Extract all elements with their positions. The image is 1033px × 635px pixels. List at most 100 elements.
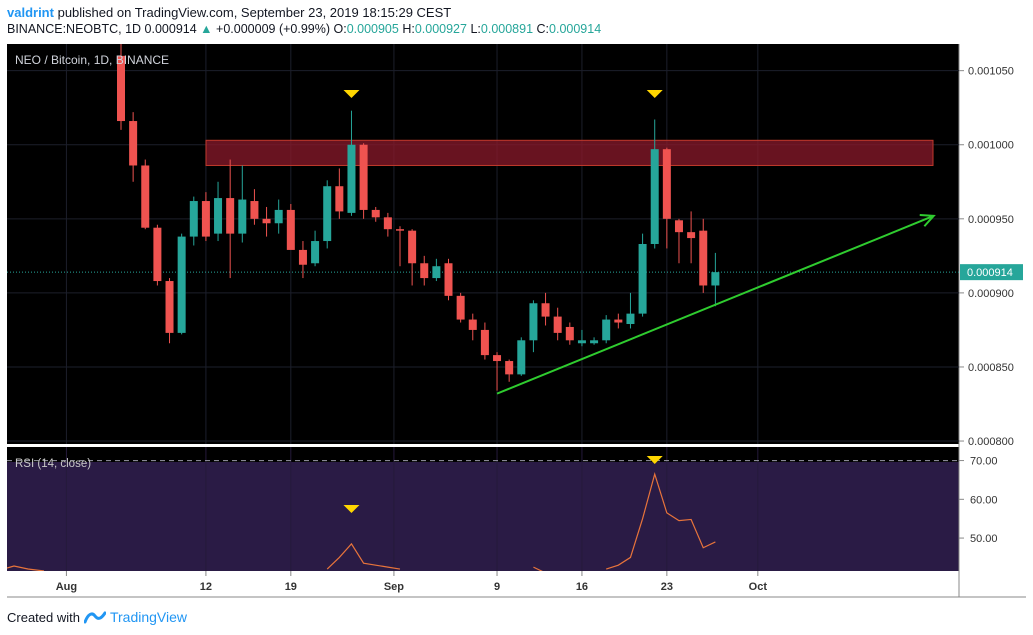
main-pane[interactable] [7,44,959,444]
current-price-badge [960,264,1023,281]
candle-down[interactable] [699,230,708,286]
time-tick-label: 12 [200,581,212,593]
price-tick-label: 0.000850 [968,362,1014,374]
candle-down[interactable] [505,361,514,375]
close-label: C: [536,22,550,36]
rsi-band [7,462,959,571]
candle-up[interactable] [638,244,647,314]
candle-down[interactable] [493,355,502,362]
candle-up[interactable] [347,144,356,213]
candle-up[interactable] [529,303,538,341]
candle-down[interactable] [335,186,344,212]
candle-up[interactable] [189,201,198,237]
candle-down[interactable] [662,149,671,219]
candle-down[interactable] [359,144,368,210]
time-tick-label: Sep [384,581,404,593]
candle-down[interactable] [456,295,465,320]
candle-up[interactable] [590,340,599,344]
candle-up[interactable] [311,241,320,264]
candle-down[interactable] [250,201,259,219]
rsi-marker-triangle-icon [343,505,360,513]
candle-down[interactable] [395,229,404,231]
time-tick-label: 23 [661,581,673,593]
candle-down[interactable] [468,319,477,330]
brand-name[interactable]: TradingView [109,609,188,625]
candle-down[interactable] [408,230,417,264]
candle-down[interactable] [153,227,162,282]
candle-up[interactable] [626,313,635,324]
candle-down[interactable] [371,209,380,218]
candle-down[interactable] [444,263,453,296]
candle-down[interactable] [141,165,150,228]
rsi-line [606,471,716,570]
candle-down[interactable] [226,198,235,234]
symbol-line: BINANCE:NEOBTC, 1D 0.000914 ▲ +0.000009 … [7,22,601,36]
candle-down[interactable] [480,329,489,356]
low-value: 0.000891 [480,22,534,36]
candle-up[interactable] [214,198,223,234]
rsi-line [326,542,401,570]
candle-down[interactable] [129,121,138,166]
published-text: published on TradingView.com, September … [57,5,452,20]
candle-up[interactable] [177,236,186,333]
candle-up[interactable] [517,340,526,375]
candle-down[interactable] [420,263,429,279]
candle-down[interactable] [165,281,174,333]
candle-down[interactable] [553,316,562,333]
price-axis-area[interactable] [959,44,1026,596]
rsi-label: RSI (14, close) [15,458,91,470]
low-label: L: [470,22,481,36]
candle-down[interactable] [286,209,295,250]
candle-down[interactable] [262,218,271,224]
candle-down[interactable] [541,303,550,317]
publish-line: valdrint published on TradingView.com, S… [7,5,451,20]
candle-up[interactable] [432,266,441,279]
time-tick-label: Oct [749,581,768,593]
price-tick-label: 0.000950 [968,214,1014,226]
time-tick-label: 9 [494,581,500,593]
price-change: +0.000009 (+0.99%) [216,22,331,36]
candle-up[interactable] [238,199,247,234]
tradingview-logo-icon [83,611,106,624]
rsi-tick-label: 50.00 [970,533,998,545]
open-label: O: [333,22,347,36]
candle-down[interactable] [117,55,125,122]
last-price: 0.000914 [144,22,197,36]
resistance-zone [205,139,934,166]
trendline-arrow-icon [919,213,936,227]
candle-up[interactable] [711,272,720,286]
price-tick-label: 0.001050 [968,66,1014,78]
candle-down[interactable] [565,326,574,341]
candle-down[interactable] [674,220,683,233]
rsi-tick-label: 70.00 [970,456,998,468]
open-value: 0.000905 [346,22,399,36]
rsi-marker-triangle-icon [646,456,663,464]
current-price-label: 0.000914 [967,267,1013,279]
author-name[interactable]: valdrint [7,5,54,20]
rsi-tick-label: 60.00 [970,494,998,506]
candle-down[interactable] [614,319,623,323]
candle-up[interactable] [323,186,332,242]
symbol-label: BINANCE:NEOBTC, 1D [7,22,142,36]
support-trendline[interactable] [496,214,935,395]
candle-up[interactable] [274,209,283,224]
rsi-line [533,566,543,571]
candle-up[interactable] [602,319,611,341]
up-triangle-icon: ▲ [200,22,213,36]
price-tick-label: 0.000900 [968,288,1014,300]
rsi-line-fragment [7,565,45,571]
chart-title: NEO / Bitcoin, 1D, BINANCE [15,53,169,67]
candle-down[interactable] [201,201,210,237]
candle-down[interactable] [298,249,307,265]
footer: Created with TradingView [7,609,187,625]
candle-down[interactable] [687,232,696,239]
price-tick-label: 0.001000 [968,140,1014,152]
candle-up[interactable] [650,149,659,244]
candle-up[interactable] [577,340,586,344]
created-with-text: Created with [7,609,80,625]
close-value: 0.000914 [549,22,602,36]
time-tick-label: Aug [56,581,77,593]
candle-down[interactable] [383,217,392,230]
high-value: 0.000927 [414,22,467,36]
